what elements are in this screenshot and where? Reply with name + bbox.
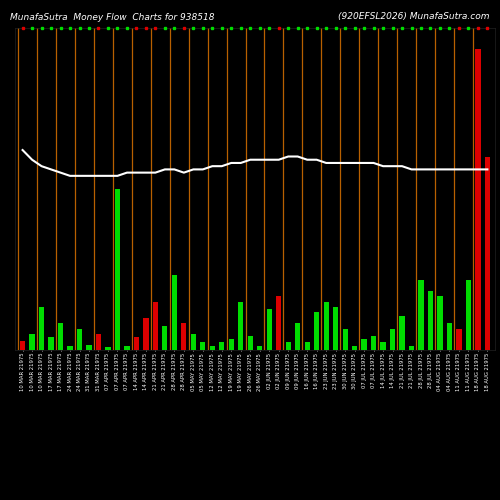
- Bar: [124, 346, 130, 350]
- Bar: [352, 346, 357, 350]
- Bar: [134, 337, 139, 350]
- Text: (920EFSL2026) MunafaSutra.com: (920EFSL2026) MunafaSutra.com: [338, 12, 490, 22]
- Bar: [210, 346, 215, 350]
- Bar: [362, 340, 366, 350]
- Text: MunafaSutra  Money Flow  Charts for 938518: MunafaSutra Money Flow Charts for 938518: [10, 12, 214, 22]
- Bar: [68, 346, 72, 350]
- Bar: [200, 342, 205, 350]
- Bar: [409, 346, 414, 350]
- Bar: [447, 323, 452, 350]
- Bar: [153, 302, 158, 350]
- Bar: [248, 336, 253, 350]
- Bar: [466, 280, 471, 350]
- Bar: [190, 334, 196, 350]
- Bar: [380, 342, 386, 350]
- Bar: [144, 318, 148, 350]
- Bar: [286, 342, 291, 350]
- Bar: [228, 340, 234, 350]
- Bar: [324, 302, 329, 350]
- Bar: [181, 323, 186, 350]
- Bar: [238, 302, 244, 350]
- Bar: [58, 323, 63, 350]
- Bar: [115, 188, 120, 350]
- Bar: [390, 328, 395, 350]
- Bar: [418, 280, 424, 350]
- Bar: [257, 346, 262, 350]
- Bar: [20, 342, 25, 350]
- Bar: [219, 342, 224, 350]
- Bar: [314, 312, 320, 350]
- Bar: [77, 328, 82, 350]
- Bar: [266, 309, 272, 350]
- Bar: [438, 296, 442, 350]
- Bar: [172, 275, 177, 350]
- Bar: [333, 307, 338, 350]
- Bar: [295, 323, 300, 350]
- Bar: [106, 347, 110, 350]
- Bar: [86, 344, 92, 350]
- Bar: [371, 336, 376, 350]
- Bar: [96, 334, 101, 350]
- Bar: [48, 337, 54, 350]
- Bar: [485, 156, 490, 350]
- Bar: [30, 334, 35, 350]
- Bar: [400, 316, 404, 350]
- Bar: [456, 328, 462, 350]
- Bar: [276, 296, 281, 350]
- Bar: [342, 328, 347, 350]
- Bar: [162, 326, 168, 350]
- Bar: [428, 291, 433, 350]
- Bar: [304, 342, 310, 350]
- Bar: [476, 49, 480, 350]
- Bar: [39, 307, 44, 350]
